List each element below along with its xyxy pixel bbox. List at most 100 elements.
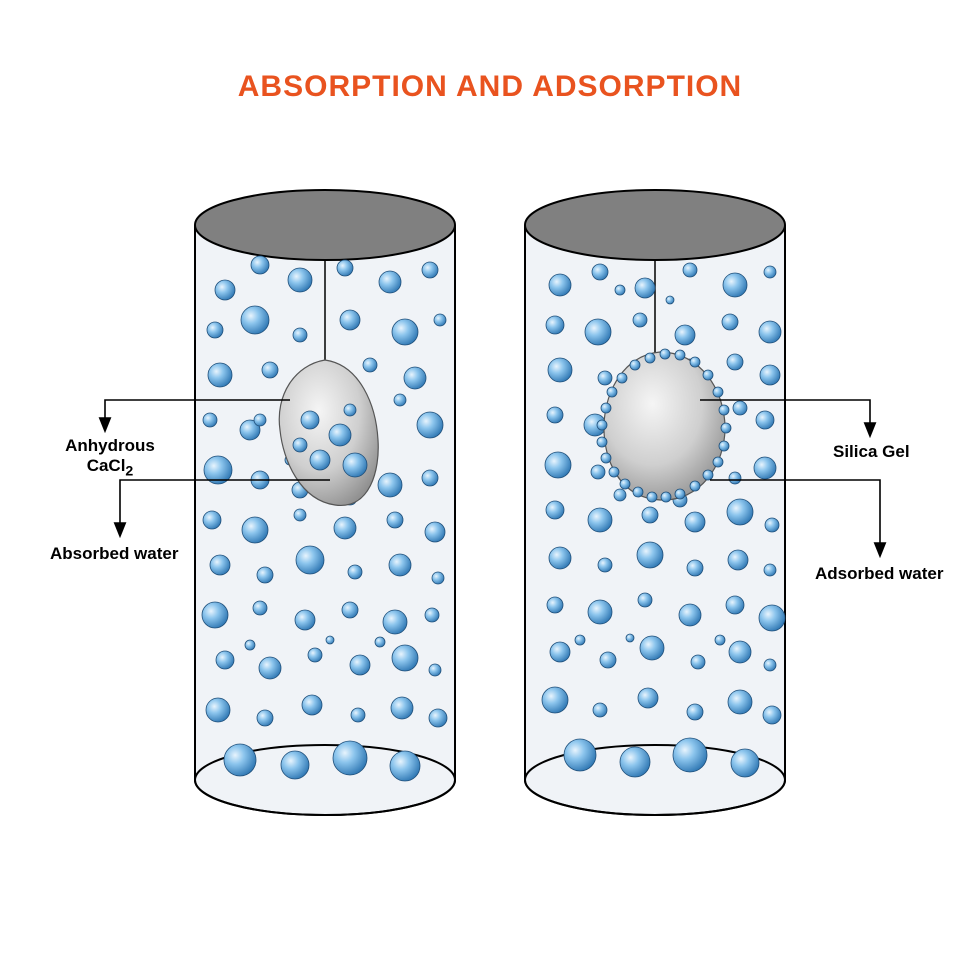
water-bubble [547, 597, 563, 613]
water-bubble [379, 271, 401, 293]
water-bubble [547, 407, 563, 423]
water-bubble [293, 438, 307, 452]
water-bubble [592, 264, 608, 280]
water-bubble [598, 558, 612, 572]
water-bubble [546, 316, 564, 334]
water-bubble [638, 593, 652, 607]
water-bubble [429, 664, 441, 676]
water-bubble [729, 472, 741, 484]
water-bubble [310, 450, 330, 470]
water-bubble [666, 296, 674, 304]
water-bubble [588, 508, 612, 532]
water-bubble [296, 546, 324, 574]
water-bubble [601, 403, 611, 413]
water-bubble [390, 751, 420, 781]
water-bubble [754, 457, 776, 479]
water-bubble [679, 604, 701, 626]
water-bubble [375, 637, 385, 647]
water-bubble [731, 749, 759, 777]
water-bubble [637, 542, 663, 568]
water-bubble [588, 600, 612, 624]
water-bubble [333, 741, 367, 775]
water-bubble [224, 744, 256, 776]
water-bubble [721, 423, 731, 433]
water-bubble [422, 262, 438, 278]
water-bubble [597, 420, 607, 430]
water-bubble [394, 394, 406, 406]
water-bubble [756, 411, 774, 429]
water-bubble [340, 310, 360, 330]
label-absorbed-water: Absorbed water [50, 544, 178, 564]
water-bubble [281, 751, 309, 779]
water-bubble [675, 489, 685, 499]
water-bubble [764, 659, 776, 671]
water-bubble [251, 256, 269, 274]
water-bubble [425, 608, 439, 622]
water-bubble [728, 550, 748, 570]
water-bubble [334, 517, 356, 539]
right-cylinder [525, 190, 785, 815]
water-bubble [262, 362, 278, 378]
water-bubble [293, 328, 307, 342]
water-bubble [729, 641, 751, 663]
water-bubble [703, 470, 713, 480]
water-bubble [215, 280, 235, 300]
water-bubble [422, 470, 438, 486]
water-bubble [202, 602, 228, 628]
left-cylinder [195, 190, 455, 815]
water-bubble [607, 387, 617, 397]
water-bubble [713, 387, 723, 397]
label-silica-gel: Silica Gel [833, 442, 910, 462]
water-bubble [645, 353, 655, 363]
water-bubble [601, 453, 611, 463]
label-anhydrous-sub: 2 [125, 464, 133, 480]
water-bubble [434, 314, 446, 326]
water-bubble [727, 354, 743, 370]
water-bubble [690, 481, 700, 491]
water-bubble [723, 273, 747, 297]
water-bubble [673, 738, 707, 772]
water-bubble [392, 645, 418, 671]
water-bubble [727, 499, 753, 525]
water-bubble [661, 492, 671, 502]
water-bubble [635, 278, 655, 298]
water-bubble [691, 655, 705, 669]
water-bubble [302, 695, 322, 715]
water-bubble [259, 657, 281, 679]
water-bubble [404, 367, 426, 389]
water-bubble [633, 487, 643, 497]
water-bubble [203, 413, 217, 427]
water-bubble [690, 357, 700, 367]
water-bubble [542, 687, 568, 713]
water-bubble [626, 634, 634, 642]
water-bubble [392, 319, 418, 345]
water-bubble [600, 652, 616, 668]
water-bubble [208, 363, 232, 387]
water-bubble [337, 260, 353, 276]
water-bubble [591, 465, 605, 479]
water-bubble [575, 635, 585, 645]
water-bubble [432, 572, 444, 584]
label-anhydrous: Anhydrous CaCl2 [55, 436, 165, 481]
label-adsorbed-water: Adsorbed water [815, 564, 943, 584]
water-bubble [549, 274, 571, 296]
water-bubble [206, 698, 230, 722]
water-bubble [728, 690, 752, 714]
water-bubble [548, 358, 572, 382]
water-bubble [687, 560, 703, 576]
water-bubble [387, 512, 403, 528]
water-bubble [546, 501, 564, 519]
water-bubble [257, 710, 273, 726]
water-bubble [288, 268, 312, 292]
water-bubble [685, 512, 705, 532]
water-bubble [615, 285, 625, 295]
water-bubble [350, 655, 370, 675]
water-bubble [326, 636, 334, 644]
water-bubble [719, 405, 729, 415]
water-bubble [383, 610, 407, 634]
water-bubble [765, 518, 779, 532]
water-bubble [351, 708, 365, 722]
water-bubble [207, 322, 223, 338]
water-bubble [593, 703, 607, 717]
water-bubble [550, 642, 570, 662]
